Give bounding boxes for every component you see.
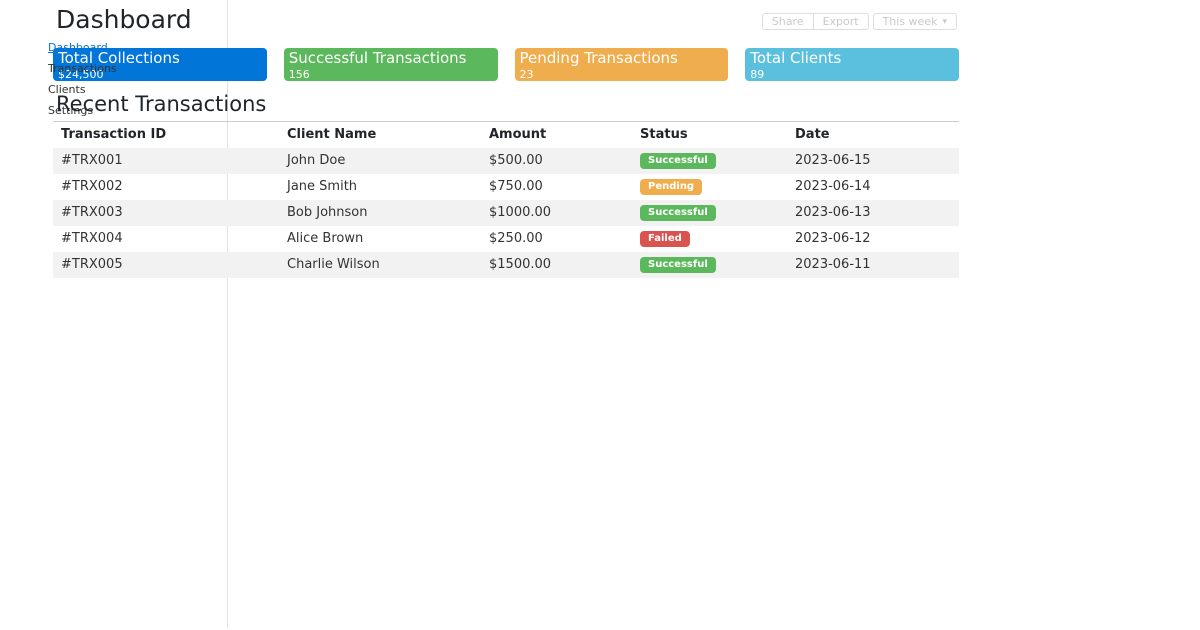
cell-date: 2023-06-15 [795, 153, 871, 168]
sidebar-item-clients[interactable]: Clients [48, 83, 86, 96]
share-export-button-group: Share Export [761, 13, 869, 30]
cell-status: Successful [632, 200, 787, 226]
status-badge: Successful [640, 153, 716, 169]
cell-amount: $750.00 [489, 179, 543, 194]
cell-date: 2023-06-12 [795, 231, 871, 246]
stat-cards-row: Total Collections $24,500 Successful Tra… [53, 48, 959, 81]
transactions-table: Transaction ID Client Name Amount Status… [53, 121, 959, 278]
period-label: This week [882, 14, 938, 28]
cell-status: Successful [632, 148, 787, 174]
cell-transaction-id: #TRX002 [61, 179, 123, 194]
stat-card-total-clients: Total Clients 89 [745, 48, 959, 81]
status-badge: Successful [640, 205, 716, 221]
page-title: Dashboard [56, 5, 192, 34]
caret-down-icon: ▾ [942, 16, 947, 27]
cell-client-name: Jane Smith [287, 179, 358, 194]
cell-date: 2023-06-11 [795, 257, 871, 272]
sidebar-item-transactions[interactable]: Transactions [48, 62, 117, 75]
column-header-date: Date [787, 121, 959, 148]
cell-amount: $250.00 [489, 231, 543, 246]
cell-date: 2023-06-13 [795, 205, 871, 220]
column-header-client-name: Client Name [279, 121, 481, 148]
stat-card-pending-transactions: Pending Transactions 23 [514, 48, 729, 81]
stat-card-total-collections: Total Collections $24,500 [53, 48, 267, 81]
table-row: #TRX001 John Doe $500.00 Successful 2023… [53, 147, 959, 174]
table-row: #TRX002 Jane Smith $750.00 Pending 2023-… [53, 174, 959, 200]
status-badge: Pending [640, 179, 703, 195]
column-header-transaction-id: Transaction ID [53, 121, 279, 148]
cell-status: Successful [632, 252, 787, 278]
stat-card-value: 89 [750, 68, 765, 81]
column-header-status: Status [632, 121, 787, 148]
stat-card-title: Total Clients [750, 49, 842, 67]
stat-card-value: 23 [519, 68, 534, 81]
status-badge: Successful [640, 257, 716, 273]
cell-client-name: John Doe [287, 153, 346, 168]
stat-card-title: Successful Transactions [288, 49, 467, 67]
sidebar-divider [227, 0, 228, 628]
cell-client-name: Charlie Wilson [287, 257, 380, 272]
cell-transaction-id: #TRX004 [61, 231, 123, 246]
cell-transaction-id: #TRX003 [61, 205, 123, 220]
table-header-row: Transaction ID Client Name Amount Status… [53, 121, 959, 148]
recent-transactions-heading: Recent Transactions [56, 92, 267, 116]
status-badge: Failed [640, 231, 690, 247]
export-button[interactable]: Export [812, 13, 869, 30]
cell-transaction-id: #TRX001 [61, 153, 123, 168]
cell-client-name: Alice Brown [287, 231, 364, 246]
stat-card-value: $24,500 [58, 68, 104, 81]
period-dropdown[interactable]: This week ▾ [872, 13, 957, 30]
header-toolbar: Share Export This week ▾ [761, 13, 957, 30]
cell-amount: $1500.00 [489, 257, 552, 272]
table-row: #TRX005 Charlie Wilson $1500.00 Successf… [53, 251, 959, 278]
stat-card-successful-transactions: Successful Transactions 156 [283, 48, 498, 81]
share-button[interactable]: Share [761, 13, 814, 30]
column-header-amount: Amount [481, 121, 632, 148]
cell-status: Failed [632, 226, 787, 252]
cell-transaction-id: #TRX005 [61, 257, 123, 272]
cell-client-name: Bob Johnson [287, 205, 368, 220]
cell-amount: $500.00 [489, 153, 543, 168]
cell-date: 2023-06-14 [795, 179, 871, 194]
stat-card-title: Total Collections [58, 49, 180, 67]
sidebar-item-settings[interactable]: Settings [48, 104, 94, 117]
table-row: #TRX004 Alice Brown $250.00 Failed 2023-… [53, 226, 959, 252]
stat-card-title: Pending Transactions [519, 49, 678, 67]
table-row: #TRX003 Bob Johnson $1000.00 Successful … [53, 199, 959, 226]
stat-card-value: 156 [288, 68, 310, 81]
cell-amount: $1000.00 [489, 205, 552, 220]
cell-status: Pending [632, 174, 787, 200]
